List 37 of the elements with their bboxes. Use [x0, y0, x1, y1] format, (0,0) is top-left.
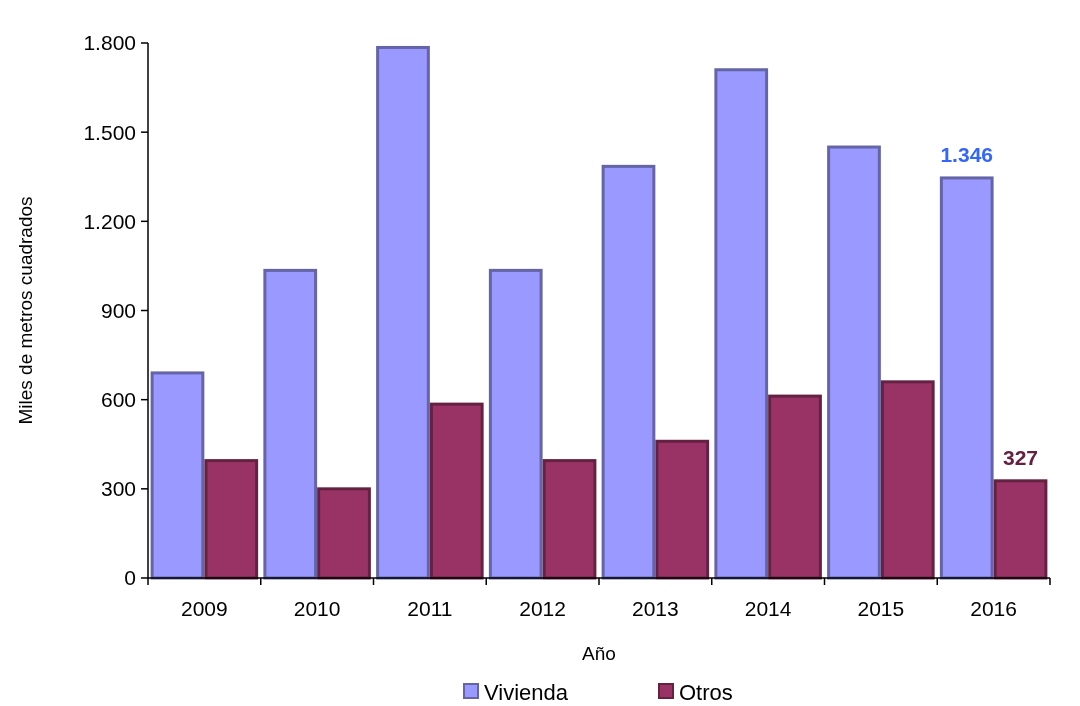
bar — [827, 145, 881, 580]
x-tick-label: 2016 — [970, 597, 1017, 620]
bar — [880, 380, 935, 580]
x-tick-label: 2009 — [181, 597, 228, 620]
y-tick-label: 900 — [100, 298, 136, 322]
y-tick-label: 600 — [100, 388, 136, 412]
x-axis-title: Año — [582, 643, 616, 664]
x-tick-label: 2014 — [744, 597, 792, 620]
x-tick-label: 2013 — [632, 597, 679, 620]
x-tick-label: 2010 — [293, 597, 341, 620]
bar — [655, 439, 710, 580]
x-tick-label: 2015 — [857, 597, 905, 620]
bar — [150, 371, 205, 580]
y-axis-title: Miles de metros cuadrados — [15, 196, 36, 425]
bar — [376, 45, 430, 580]
bar — [542, 459, 597, 580]
data-label: 327 — [1002, 445, 1039, 469]
bar — [204, 459, 259, 580]
bar — [714, 68, 769, 580]
x-tick-label: 2011 — [407, 597, 453, 620]
legend-label: Vivienda — [484, 679, 569, 705]
data-label: 1.346 — [940, 142, 994, 166]
bar — [263, 268, 318, 580]
bar — [317, 487, 371, 580]
legend-label: Otros — [679, 679, 733, 705]
x-tick-label: 2012 — [519, 597, 566, 620]
y-tick-label: 1.200 — [83, 209, 136, 233]
y-tick-label: 300 — [100, 477, 136, 501]
bar — [768, 394, 822, 580]
bar — [429, 402, 484, 580]
bar — [939, 176, 994, 580]
y-tick-label: 1.500 — [83, 120, 136, 144]
bar — [601, 164, 656, 580]
bar — [993, 479, 1048, 580]
y-tick-label: 0 — [124, 566, 136, 590]
bar — [488, 268, 543, 580]
y-tick-label: 1.800 — [83, 31, 136, 55]
